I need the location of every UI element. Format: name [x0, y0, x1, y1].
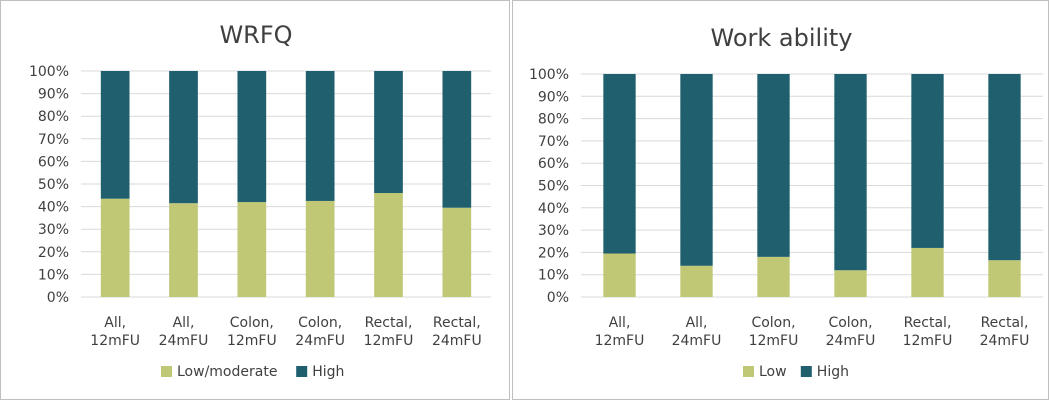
x-tick-label: 12mFU	[364, 333, 414, 349]
x-tick-label: Rectal,	[904, 315, 952, 331]
y-tick-label: 90%	[538, 89, 569, 105]
chart-work-ability: Work ability 0% 10% 20% 30% 40% 50% 60% 70% 80% 90…	[529, 24, 1043, 380]
bar-segment-low	[374, 193, 403, 297]
bar-segment-high	[757, 74, 790, 257]
y-tick-label: 60%	[38, 154, 69, 170]
x-tick-label: Colon,	[230, 315, 274, 331]
y-tick-label: 70%	[38, 132, 69, 148]
y-tick-label: 40%	[538, 201, 569, 217]
x-tick-label: 24mFU	[295, 333, 345, 349]
x-tick-label: 12mFU	[90, 333, 140, 349]
bar-segment-high	[237, 71, 267, 203]
x-tick-label: 24mFU	[980, 333, 1030, 349]
x-tick-label: Colon,	[751, 315, 795, 331]
chart-panel-work-ability: Work ability 0% 10% 20% 30% 40% 50% 60% 70% 80% 90…	[512, 0, 1049, 400]
bar-segment-low	[911, 247, 944, 297]
bar-segment-low	[988, 260, 1021, 297]
y-tick-label: 70%	[538, 134, 569, 150]
bar-segment-low	[680, 265, 713, 297]
legend-swatch	[296, 366, 308, 377]
legend-label: High	[312, 364, 344, 380]
legend-swatch	[800, 366, 812, 377]
bar-segment-high	[169, 71, 198, 204]
legend-label: High	[817, 364, 849, 380]
bar-segment-low	[305, 200, 335, 297]
x-tick-label: 12mFU	[903, 333, 953, 349]
y-tick-label: 10%	[538, 268, 569, 284]
y-tick-label: 80%	[538, 112, 569, 128]
x-tick-label: Rectal,	[433, 315, 481, 331]
bar-segment-high	[442, 71, 472, 208]
y-tick-label: 50%	[538, 179, 569, 195]
y-tick-label: 20%	[538, 245, 569, 261]
bar-segment-high	[834, 74, 867, 271]
bar-segment-low	[834, 270, 867, 297]
x-tick-label: 12mFU	[227, 333, 277, 349]
bar-segment-low	[100, 198, 130, 297]
y-tick-label: 90%	[38, 87, 69, 103]
bar-segment-high	[374, 71, 403, 194]
y-tick-label: 0%	[547, 290, 569, 306]
bar-segment-low	[169, 203, 198, 297]
x-tick-label: Colon,	[828, 315, 872, 331]
legend-label: Low/moderate	[177, 364, 277, 380]
x-tick-label: All,	[609, 315, 631, 331]
bar-segment-low	[442, 207, 472, 297]
y-tick-label: 0%	[47, 290, 69, 306]
y-tick-label: 30%	[538, 223, 569, 239]
chart-panel-wrfq: WRFQ 0% 10% 20% 30% 40% 50% 60% 70% 80% 90% 100% All…	[0, 0, 510, 400]
y-tick-label: 100%	[29, 64, 69, 80]
y-tick-label: 20%	[38, 245, 69, 261]
chart-title: Work ability	[711, 24, 853, 52]
x-tick-label: 24mFU	[432, 333, 482, 349]
x-tick-label: 12mFU	[749, 333, 799, 349]
y-tick-label: 10%	[38, 267, 69, 283]
bar-segment-low	[237, 202, 267, 297]
chart-title: WRFQ	[219, 21, 292, 49]
legend-swatch	[743, 366, 754, 377]
bar-segment-high	[100, 71, 130, 199]
x-tick-label: 12mFU	[595, 333, 645, 349]
bar-segment-high	[988, 74, 1021, 261]
bar-segment-high	[603, 74, 636, 254]
x-tick-label: Rectal,	[365, 315, 413, 331]
x-tick-label: Colon,	[298, 315, 342, 331]
x-tick-label: All,	[686, 315, 708, 331]
y-tick-label: 100%	[529, 67, 569, 83]
y-tick-label: 30%	[38, 222, 69, 238]
x-tick-label: All,	[104, 315, 126, 331]
x-tick-label: 24mFU	[826, 333, 876, 349]
y-tick-label: 50%	[38, 177, 69, 193]
x-tick-label: 24mFU	[672, 333, 722, 349]
y-tick-label: 80%	[38, 109, 69, 125]
bar-segment-low	[603, 253, 636, 297]
x-tick-label: 24mFU	[159, 333, 209, 349]
x-tick-label: Rectal,	[981, 315, 1029, 331]
bar-segment-low	[757, 256, 790, 297]
bar-segment-high	[680, 74, 713, 266]
legend-label: Low	[759, 364, 787, 380]
bar-segment-high	[911, 74, 944, 248]
chart-wrfq: WRFQ 0% 10% 20% 30% 40% 50% 60% 70% 80% 90% 100% All…	[29, 21, 491, 380]
x-tick-label: All,	[173, 315, 195, 331]
y-tick-label: 60%	[538, 156, 569, 172]
legend-swatch	[161, 366, 172, 377]
y-tick-label: 40%	[38, 200, 69, 216]
bar-segment-high	[305, 71, 335, 201]
